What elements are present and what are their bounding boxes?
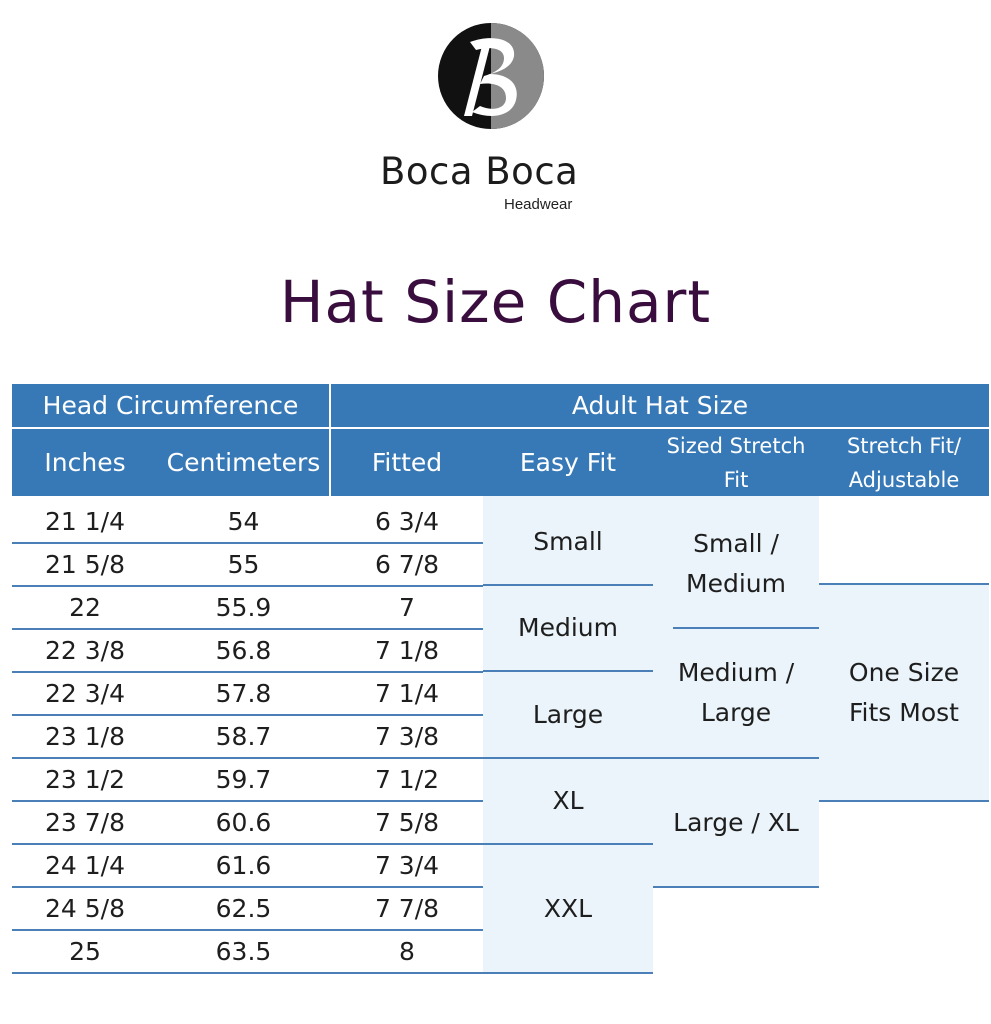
cell-inches: 23 7/8 [45,808,125,837]
page-title: Hat Size Chart [279,268,712,336]
cell-inches: 24 1/4 [45,851,125,880]
cell-inches: 21 1/4 [45,507,125,536]
sized-stretch-divider [673,627,819,629]
header-centimeters-label: Centimeters [166,448,321,477]
row-divider [12,585,483,587]
header-head-circumference: Head Circumference [12,384,329,427]
header-head-circumference-label: Head Circumference [42,391,299,420]
cell-fitted: 7 3/8 [374,722,440,751]
cell-cm: 62.5 [215,894,272,923]
cell-fitted: 7 [399,593,415,622]
sized-stretch-divider [653,886,819,888]
cell-inches: 22 3/8 [45,636,125,665]
easy-fit-divider [483,843,653,845]
header-easy-fit-label: Easy Fit [519,448,617,477]
sized-stretch-small-medium: Small / Medium [686,528,786,598]
easy-fit-divider [483,757,653,759]
cell-fitted: 7 1/2 [374,765,440,794]
stretch-fit-divider [819,583,989,585]
cell-inches: 23 1/2 [45,765,125,794]
cell-fitted: 6 3/4 [374,507,440,536]
cell-fitted: 7 3/4 [374,851,440,880]
sized-stretch-medium-large: Medium / Large [677,657,795,727]
row-divider [12,542,483,544]
row-divider [12,800,483,802]
row-divider [12,671,483,673]
cell-inches: 22 [69,593,101,622]
sized-stretch-large-xl: Large / XL [673,808,799,837]
row-divider [12,886,483,888]
header-centimeters: Centimeters [158,429,329,496]
cell-cm: 57.8 [215,679,272,708]
row-divider [12,843,483,845]
cell-cm: 58.7 [215,722,272,751]
row-divider [12,757,483,759]
easy-fit-divider [483,972,653,974]
cell-cm: 60.6 [215,808,272,837]
cell-inches: 25 [69,937,101,966]
cell-inches: 24 5/8 [45,894,125,923]
header-fitted-label: Fitted [371,448,443,477]
boca-boca-logo [438,23,544,129]
cell-cm: 55 [227,550,260,579]
easy-fit-medium: Medium [518,613,618,642]
header-easy-fit: Easy Fit [483,429,653,496]
cell-cm: 54 [227,507,260,536]
cell-cm: 63.5 [215,937,272,966]
easy-fit-divider [483,670,653,672]
easy-fit-small: Small [533,527,603,556]
row-divider [12,628,483,630]
cell-inches: 21 5/8 [45,550,125,579]
cell-inches: 23 1/8 [45,722,125,751]
row-divider [12,714,483,716]
cell-inches: 22 3/4 [45,679,125,708]
cell-cm: 56.8 [215,636,272,665]
cell-fitted: 7 7/8 [374,894,440,923]
cell-fitted: 7 1/4 [374,679,440,708]
cell-fitted: 7 5/8 [374,808,440,837]
stretch-fit-one-size: One Size Fits Most [848,658,960,727]
cell-cm: 61.6 [215,851,272,880]
header-adult-hat-size: Adult Hat Size [331,384,989,427]
row-divider [12,972,483,974]
header-inches-label: Inches [44,448,126,477]
header-inches: Inches [12,429,158,496]
easy-fit-divider [483,584,653,586]
cell-fitted: 6 7/8 [374,550,440,579]
header-sized-stretch-fit: Sized Stretch Fit [653,429,819,496]
header-fitted: Fitted [331,429,483,496]
easy-fit-large: Large [532,700,604,729]
header-stretch-fit-adjustable-label: Stretch Fit/ Adjustable [846,433,962,492]
sized-stretch-divider [653,757,819,759]
stretch-fit-divider [819,800,989,802]
row-divider [12,929,483,931]
header-adult-hat-size-label: Adult Hat Size [571,391,749,420]
header-sized-stretch-fit-label: Sized Stretch Fit [666,433,806,492]
cell-cm: 55.9 [215,593,272,622]
easy-fit-xl: XL [552,786,584,815]
header-stretch-fit-adjustable: Stretch Fit/ Adjustable [819,429,989,496]
cell-fitted: 7 1/8 [374,636,440,665]
brand-name: Boca Boca [380,150,579,193]
cell-fitted: 8 [399,937,415,966]
brand-subtitle: Headwear [504,196,573,213]
easy-fit-xxl: XXL [543,894,593,923]
cell-cm: 59.7 [215,765,272,794]
